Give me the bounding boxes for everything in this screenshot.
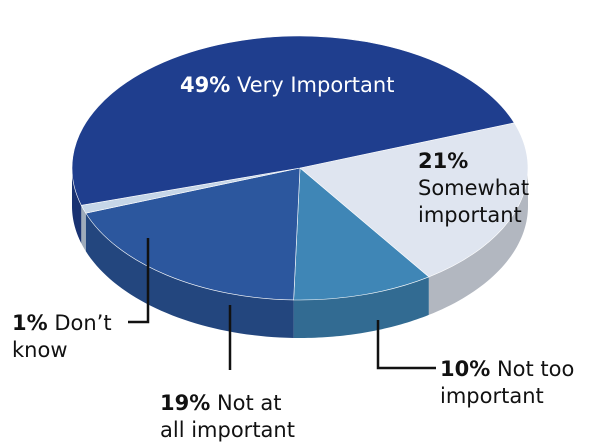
slice-side bbox=[428, 168, 528, 315]
leader-line bbox=[128, 238, 150, 324]
slice-side bbox=[293, 276, 429, 338]
slice-label: 1% Don’t know bbox=[12, 311, 112, 362]
leader-line bbox=[376, 320, 436, 370]
slice-label: 19% Not at all important bbox=[160, 391, 295, 442]
slice-side bbox=[81, 205, 86, 252]
slice bbox=[85, 167, 301, 301]
slice bbox=[71, 35, 515, 206]
slice-label: 21% Somewhat important bbox=[418, 149, 530, 227]
slice-side bbox=[85, 213, 294, 338]
slice bbox=[299, 122, 529, 278]
slice-label: 49% Very Important bbox=[180, 73, 395, 97]
slice-label: 10% Not too important bbox=[440, 357, 575, 408]
slice bbox=[293, 167, 430, 301]
